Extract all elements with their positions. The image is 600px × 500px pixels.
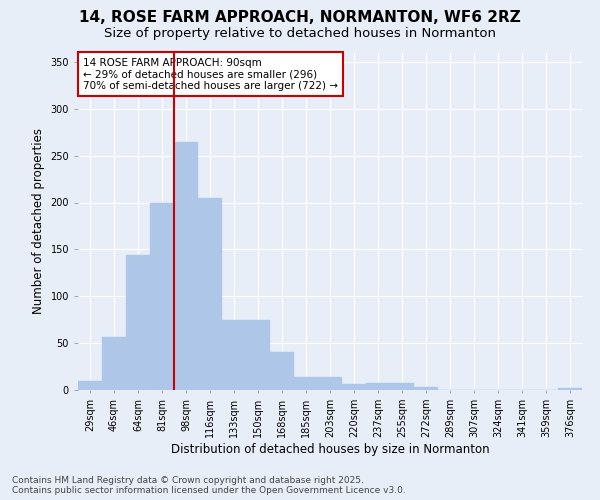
Text: Contains HM Land Registry data © Crown copyright and database right 2025.
Contai: Contains HM Land Registry data © Crown c… bbox=[12, 476, 406, 495]
Bar bbox=[318, 377, 342, 390]
Bar bbox=[150, 202, 174, 390]
Bar bbox=[222, 320, 246, 390]
Bar bbox=[174, 142, 198, 390]
Bar bbox=[126, 255, 150, 390]
Y-axis label: Number of detached properties: Number of detached properties bbox=[32, 128, 45, 314]
Bar bbox=[414, 387, 438, 390]
Bar bbox=[270, 352, 294, 390]
Text: Size of property relative to detached houses in Normanton: Size of property relative to detached ho… bbox=[104, 28, 496, 40]
Bar bbox=[198, 198, 222, 390]
Bar bbox=[246, 320, 270, 390]
Bar bbox=[294, 377, 318, 390]
Bar bbox=[78, 380, 102, 390]
Text: 14, ROSE FARM APPROACH, NORMANTON, WF6 2RZ: 14, ROSE FARM APPROACH, NORMANTON, WF6 2… bbox=[79, 10, 521, 25]
Bar bbox=[558, 388, 582, 390]
X-axis label: Distribution of detached houses by size in Normanton: Distribution of detached houses by size … bbox=[170, 442, 490, 456]
Bar bbox=[390, 384, 414, 390]
Text: 14 ROSE FARM APPROACH: 90sqm
← 29% of detached houses are smaller (296)
70% of s: 14 ROSE FARM APPROACH: 90sqm ← 29% of de… bbox=[83, 58, 338, 91]
Bar bbox=[366, 384, 390, 390]
Bar bbox=[342, 384, 366, 390]
Bar bbox=[102, 336, 126, 390]
